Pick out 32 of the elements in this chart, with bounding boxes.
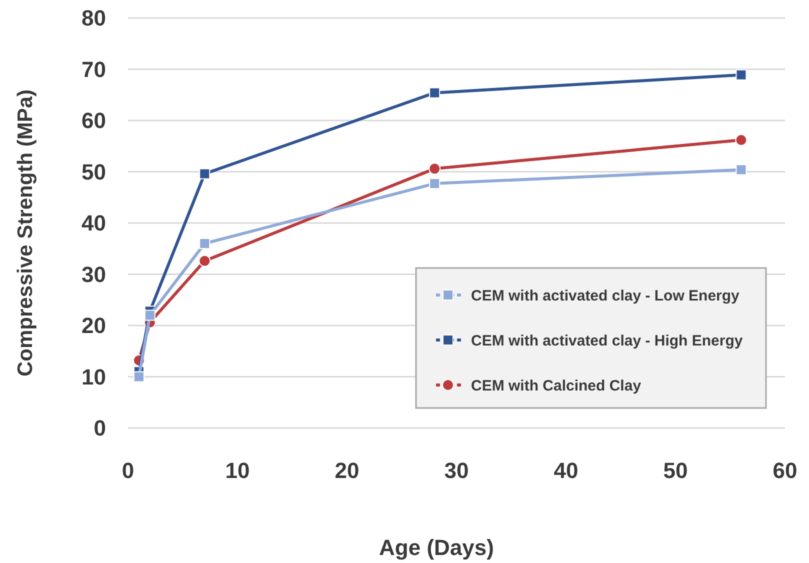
y-tick-label: 80 — [82, 6, 106, 31]
x-tick-label: 30 — [444, 458, 469, 483]
point — [133, 371, 144, 382]
point — [735, 134, 748, 146]
point — [199, 168, 210, 180]
x-tick-label: 0 — [122, 458, 134, 483]
y-tick-label: 70 — [82, 56, 106, 82]
point — [199, 238, 210, 249]
y-tick-label: 20 — [82, 313, 106, 338]
legend-label: CEM with activated clay - Low Energy — [471, 287, 740, 304]
x-tick-label: 40 — [554, 458, 578, 483]
point — [429, 87, 440, 98]
x-tick-label: 60 — [772, 458, 798, 483]
x-tick-label: 50 — [663, 458, 688, 483]
point — [144, 310, 156, 321]
y-tick-label: 60 — [82, 108, 106, 134]
point — [736, 164, 747, 176]
y-tick-label: 0 — [94, 416, 106, 441]
x-tick-label: 10 — [225, 458, 250, 483]
y-tick-label: 10 — [82, 364, 106, 390]
y-tick-label: 30 — [82, 262, 106, 287]
legend-label: CEM with Calcined Clay — [471, 377, 642, 394]
legend-label: CEM with activated clay - High Energy — [471, 332, 744, 350]
x-axis-title: Age (Days) — [379, 535, 494, 560]
y-tick-label: 50 — [82, 159, 106, 184]
y-tick-label: 40 — [82, 210, 106, 236]
point — [428, 162, 441, 175]
point — [429, 178, 440, 190]
point — [736, 69, 747, 80]
point — [198, 254, 211, 267]
y-axis-title: Compressive Strength (MPa) — [14, 89, 37, 377]
x-tick-label: 20 — [334, 458, 360, 483]
